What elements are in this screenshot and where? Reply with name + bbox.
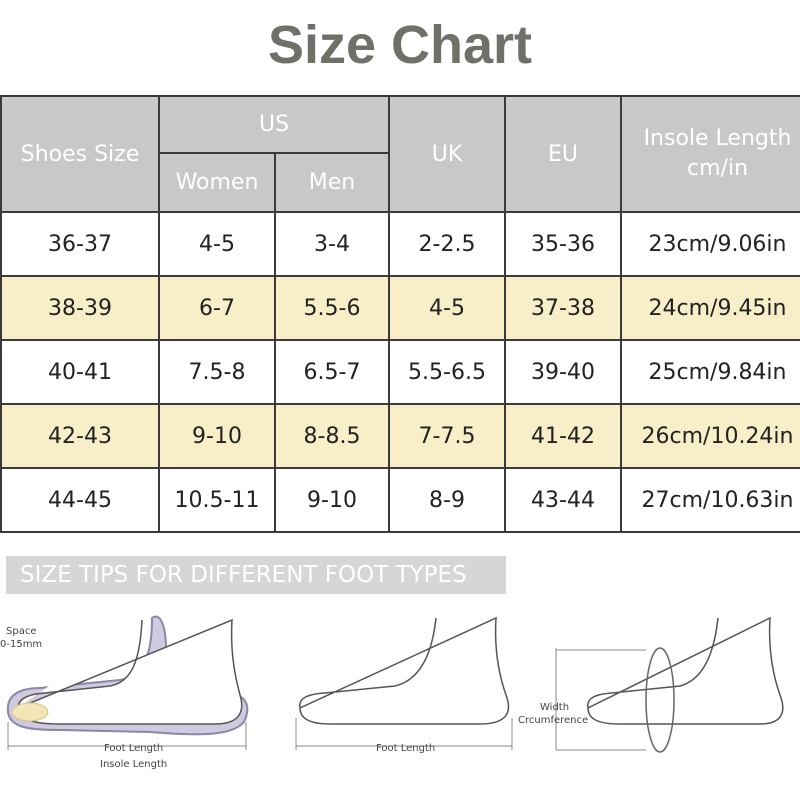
cell-uk: 4-5 xyxy=(388,275,507,341)
size-tips-banner: SIZE TIPS FOR DIFFERENT FOOT TYPES xyxy=(6,556,506,594)
cell-uk: 2-2.5 xyxy=(388,211,507,277)
header-women: Women xyxy=(158,152,276,213)
cell-shoes-size: 42-43 xyxy=(0,403,160,469)
cell-women: 6-7 xyxy=(158,275,276,341)
cell-men: 3-4 xyxy=(273,211,391,277)
subheader-row: Women Men xyxy=(1,152,800,213)
table-row: 44-45 10.5-11 9-10 8-9 43-44 27cm/10.63i… xyxy=(0,467,800,533)
space-label-1: Space xyxy=(6,626,36,637)
header-insole-length: Insole Length cm/in xyxy=(620,95,800,213)
foot-diagrams: Space 0-15mm Foot Length Insole Length F… xyxy=(0,615,784,770)
header-shoes-size: Shoes Size xyxy=(0,95,160,213)
width-label-1: Width xyxy=(540,702,569,713)
cell-women: 7.5-8 xyxy=(158,339,276,405)
cell-women: 4-5 xyxy=(158,211,276,277)
width-label-2: Crcumference xyxy=(518,715,588,726)
header-us: US xyxy=(157,95,391,154)
foot-length-label-1: Foot Length xyxy=(104,743,163,754)
size-chart-table: Shoes Size US UK EU Insole Length cm/in … xyxy=(0,95,800,533)
cell-shoes-size: 36-37 xyxy=(0,211,160,277)
cell-eu: 43-44 xyxy=(504,467,623,533)
foot-outline-3 xyxy=(587,616,784,725)
header-row: Shoes Size US UK EU Insole Length cm/in xyxy=(0,95,800,213)
header-eu: EU xyxy=(504,95,623,213)
cell-eu: 37-38 xyxy=(504,275,623,341)
cell-eu: 39-40 xyxy=(504,339,623,405)
cell-men: 6.5-7 xyxy=(273,339,391,405)
cell-eu: 35-36 xyxy=(504,211,623,277)
header-men: Men xyxy=(273,152,391,213)
foot-width-diagram: Width Crcumference xyxy=(518,616,784,753)
insole-length-label: Insole Length xyxy=(100,759,167,770)
cell-shoes-size: 38-39 xyxy=(0,275,160,341)
cell-women: 10.5-11 xyxy=(158,467,276,533)
table-row: 36-37 4-5 3-4 2-2.5 35-36 23cm/9.06in xyxy=(0,211,800,277)
cell-insole: 25cm/9.84in xyxy=(620,339,800,405)
foot-insole-diagram: Space 0-15mm Foot Length Insole Length xyxy=(0,615,249,770)
header-uk: UK xyxy=(388,95,507,213)
cell-women: 9-10 xyxy=(158,403,276,469)
page-title: Size Chart xyxy=(267,15,533,75)
foot-length-label-2: Foot Length xyxy=(376,743,435,754)
cell-shoes-size: 44-45 xyxy=(0,467,160,533)
cell-shoes-size: 40-41 xyxy=(0,339,160,405)
cell-insole: 27cm/10.63in xyxy=(620,467,800,533)
space-label-2: 0-15mm xyxy=(0,639,42,650)
cell-men: 8-8.5 xyxy=(273,403,391,469)
cell-insole: 23cm/9.06in xyxy=(620,211,800,277)
cell-men: 5.5-6 xyxy=(273,275,391,341)
foot-length-diagram: Foot Length xyxy=(295,616,513,754)
toe-highlight xyxy=(11,702,49,722)
cell-eu: 41-42 xyxy=(504,403,623,469)
table-row: 40-41 7.5-8 6.5-7 5.5-6.5 39-40 25cm/9.8… xyxy=(0,339,800,405)
cell-men: 9-10 xyxy=(273,467,391,533)
header-insole-line1: Insole Length xyxy=(643,126,792,151)
table-row: 38-39 6-7 5.5-6 4-5 37-38 24cm/9.45in xyxy=(0,275,800,341)
cell-insole: 24cm/9.45in xyxy=(620,275,800,341)
cell-insole: 26cm/10.24in xyxy=(620,403,800,469)
foot-outline-1 xyxy=(17,618,243,725)
foot-outline-2 xyxy=(299,616,510,725)
header-insole-line2: cm/in xyxy=(687,156,749,181)
table-row: 42-43 9-10 8-8.5 7-7.5 41-42 26cm/10.24i… xyxy=(0,403,800,469)
cell-uk: 8-9 xyxy=(388,467,507,533)
circumference-ring xyxy=(645,647,675,753)
cell-uk: 7-7.5 xyxy=(388,403,507,469)
cell-uk: 5.5-6.5 xyxy=(388,339,507,405)
